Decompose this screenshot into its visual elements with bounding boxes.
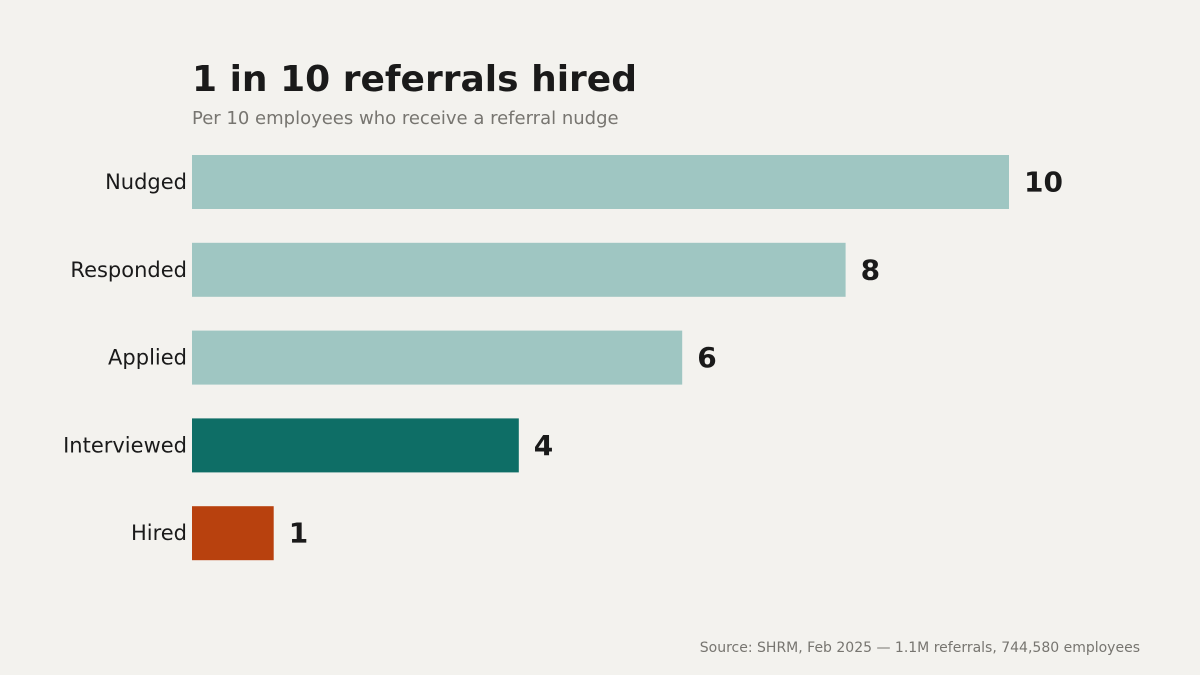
- bar-applied: [192, 330, 683, 385]
- bar-hired: [192, 506, 274, 561]
- value-label-interviewed: 4: [534, 429, 553, 462]
- category-label-applied: Applied: [108, 346, 187, 370]
- value-label-nudged: 10: [1024, 166, 1063, 199]
- value-label-responded: 8: [861, 253, 880, 286]
- value-label-hired: 1: [289, 517, 308, 550]
- bar-interviewed: [192, 418, 519, 473]
- category-label-nudged: Nudged: [105, 170, 187, 194]
- source-note: Source: SHRM, Feb 2025 — 1.1M referrals,…: [699, 640, 1140, 656]
- chart-title: 1 in 10 referrals hired: [192, 59, 637, 100]
- chart-subtitle: Per 10 employees who receive a referral …: [192, 108, 619, 129]
- bar-chart: Nudged 10 Responded 8 Applied 6 Interviewed 4 Hi…: [63, 155, 1063, 561]
- bar-nudged: [192, 155, 1009, 209]
- bar-responded: [192, 242, 846, 297]
- category-label-responded: Responded: [70, 258, 187, 282]
- category-label-interviewed: Interviewed: [63, 433, 187, 457]
- value-label-applied: 6: [697, 341, 716, 374]
- category-label-hired: Hired: [131, 521, 187, 545]
